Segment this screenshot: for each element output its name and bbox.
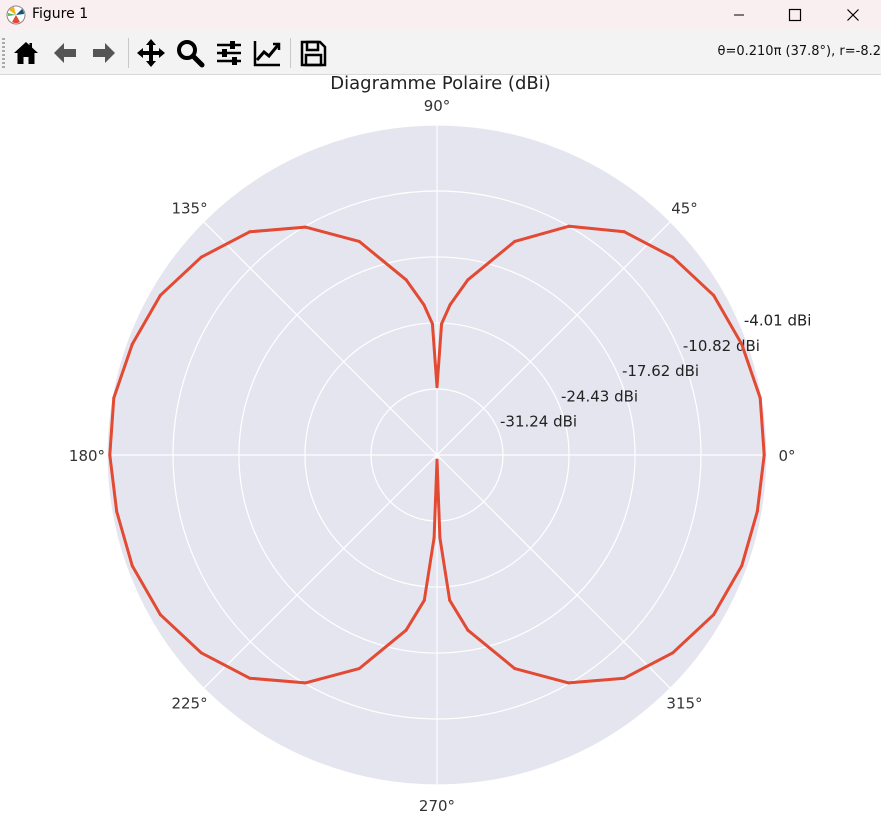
data-point bbox=[158, 293, 162, 297]
maximize-icon bbox=[788, 8, 802, 22]
chart-title: Diagramme Polaire (dBi) bbox=[330, 73, 551, 94]
angular-gridline bbox=[436, 221, 671, 456]
data-point bbox=[404, 628, 408, 632]
data-point bbox=[404, 278, 408, 282]
magnifier-icon bbox=[177, 40, 205, 68]
data-point bbox=[248, 676, 252, 680]
theta-tick-label: 90° bbox=[424, 97, 451, 115]
data-point bbox=[115, 510, 119, 513]
data-point bbox=[422, 303, 426, 307]
floppy-disk-icon bbox=[300, 40, 327, 67]
radial-tick-label: -31.24 dBi bbox=[500, 413, 577, 431]
data-point bbox=[671, 651, 675, 655]
sliders-icon bbox=[217, 41, 241, 65]
data-point bbox=[567, 224, 571, 228]
save-button[interactable] bbox=[296, 36, 330, 70]
theta-tick-label: 315° bbox=[666, 694, 702, 712]
data-point bbox=[435, 385, 439, 389]
data-point bbox=[466, 628, 470, 632]
radial-tick-label: -10.82 dBi bbox=[683, 337, 760, 355]
data-point bbox=[248, 230, 252, 234]
data-point bbox=[466, 278, 470, 282]
data-point bbox=[199, 651, 203, 655]
data-point bbox=[303, 225, 307, 229]
forward-button[interactable] bbox=[87, 36, 121, 70]
toolbar-grip bbox=[2, 38, 5, 68]
move-icon bbox=[137, 39, 165, 67]
data-point bbox=[567, 681, 571, 685]
close-button[interactable] bbox=[825, 0, 881, 30]
window-titlebar: Figure 1 bbox=[0, 0, 881, 30]
toolbar-separator bbox=[290, 38, 291, 68]
line-chart-icon bbox=[253, 41, 281, 67]
back-button[interactable] bbox=[48, 36, 82, 70]
angular-gridline bbox=[203, 454, 438, 689]
navigation-toolbar: θ=0.210π (37.8°), r=-8.2 bbox=[0, 30, 881, 75]
data-point bbox=[130, 564, 134, 568]
polar-chart[interactable]: 0° 45° 90° 135° 180° 225° 270° 315° -31.24 dBi -2… bbox=[0, 74, 881, 820]
configure-subplots-button[interactable] bbox=[212, 36, 246, 70]
theta-tick-label: 45° bbox=[671, 200, 698, 218]
data-point bbox=[158, 613, 162, 617]
home-button[interactable] bbox=[9, 36, 43, 70]
zoom-button[interactable] bbox=[173, 36, 207, 70]
pan-button[interactable] bbox=[134, 36, 168, 70]
toolbar-separator bbox=[128, 38, 129, 68]
data-point bbox=[712, 613, 716, 617]
data-point bbox=[432, 536, 436, 540]
data-point bbox=[108, 453, 112, 457]
data-point bbox=[440, 322, 444, 326]
cursor-coordinates-readout: θ=0.210π (37.8°), r=-8.2 bbox=[717, 44, 881, 59]
angular-gridline bbox=[203, 221, 438, 456]
data-point bbox=[740, 564, 744, 568]
edit-axis-button[interactable] bbox=[250, 36, 284, 70]
data-point bbox=[130, 342, 134, 346]
data-point bbox=[622, 230, 626, 234]
data-point bbox=[758, 396, 762, 400]
data-point bbox=[112, 396, 116, 400]
radial-tick-label: -4.01 dBi bbox=[744, 312, 812, 330]
data-point bbox=[435, 458, 439, 462]
data-point bbox=[357, 239, 361, 243]
theta-tick-label: 180° bbox=[69, 447, 105, 465]
data-point bbox=[448, 598, 452, 602]
data-point bbox=[430, 322, 434, 326]
data-point bbox=[357, 667, 361, 671]
theta-tick-label: 135° bbox=[171, 200, 207, 218]
close-icon bbox=[847, 9, 859, 21]
maximize-button[interactable] bbox=[767, 0, 823, 30]
data-point bbox=[762, 453, 766, 457]
theta-tick-label: 225° bbox=[171, 694, 207, 712]
angular-gridline bbox=[436, 454, 671, 689]
data-point bbox=[622, 676, 626, 680]
data-point bbox=[513, 667, 517, 671]
data-point bbox=[513, 239, 517, 243]
theta-tick-label: 0° bbox=[778, 447, 795, 465]
minimize-icon bbox=[734, 14, 744, 16]
home-icon bbox=[14, 42, 38, 64]
theta-tick-label: 270° bbox=[419, 797, 455, 815]
radial-tick-label: -24.43 dBi bbox=[561, 387, 638, 405]
matplotlib-logo-icon bbox=[6, 5, 26, 25]
data-point bbox=[755, 510, 759, 513]
data-point bbox=[448, 303, 452, 307]
data-point bbox=[303, 681, 307, 685]
radial-tick-label: -17.62 dBi bbox=[622, 362, 699, 380]
data-point bbox=[422, 598, 426, 602]
arrow-right-icon bbox=[93, 43, 115, 63]
minimize-button[interactable] bbox=[711, 0, 767, 30]
data-point bbox=[199, 255, 203, 259]
data-point bbox=[712, 293, 716, 297]
arrow-left-icon bbox=[54, 43, 76, 63]
data-point bbox=[438, 536, 442, 540]
data-point bbox=[740, 342, 744, 346]
window-title: Figure 1 bbox=[32, 6, 89, 22]
data-point bbox=[671, 255, 675, 259]
